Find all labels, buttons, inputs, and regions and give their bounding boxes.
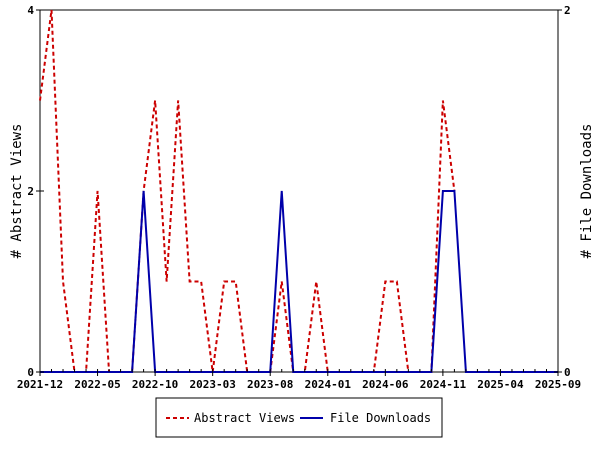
x-tick-label: 2021-12 — [17, 378, 63, 391]
legend-label-file-downloads: File Downloads — [330, 411, 431, 425]
y-left-tick-label: 4 — [27, 4, 34, 17]
x-tick-label: 2025-04 — [477, 378, 524, 391]
x-tick-label: 2022-10 — [132, 378, 178, 391]
x-tick-label: 2022-05 — [74, 378, 120, 391]
x-tick-label: 2024-06 — [362, 378, 409, 391]
y-left-tick-label: 2 — [27, 185, 34, 198]
y-axis-left-title: # Abstract Views — [9, 124, 25, 259]
x-tick-label: 2023-08 — [247, 378, 293, 391]
y-right-tick-label: 2 — [564, 4, 571, 17]
y-left-tick-label: 0 — [27, 366, 34, 379]
x-tick-label: 2025-09 — [535, 378, 581, 391]
x-tick-label: 2023-03 — [189, 378, 235, 391]
y-right-tick-label: 0 — [564, 366, 571, 379]
legend: Abstract Views File Downloads — [155, 397, 443, 438]
y-axis-right-title: # File Downloads — [579, 124, 595, 259]
x-tick-label: 2024-01 — [305, 378, 352, 391]
legend-label-abstract-views: Abstract Views — [194, 411, 295, 425]
plot-area — [39, 9, 559, 373]
x-tick-label: 2024-11 — [420, 378, 467, 391]
series-line-file-downloads — [40, 190, 558, 373]
